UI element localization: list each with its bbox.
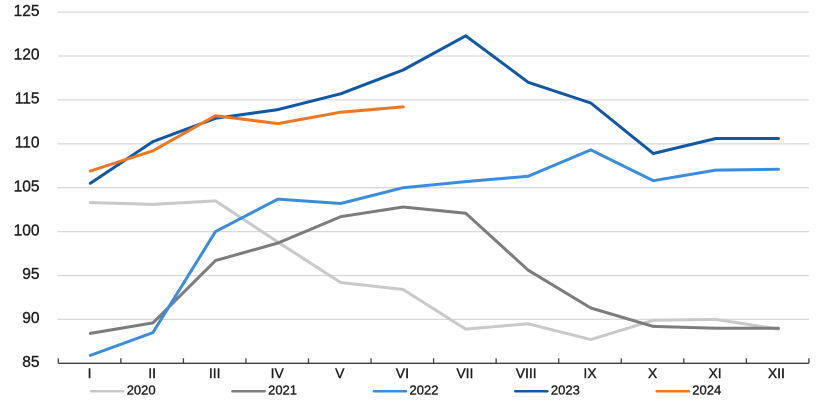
- svg-text:I: I: [88, 365, 92, 381]
- svg-text:105: 105: [14, 178, 40, 195]
- svg-text:2020: 2020: [127, 383, 156, 398]
- svg-text:2023: 2023: [551, 383, 580, 398]
- svg-text:VIII: VIII: [516, 365, 537, 381]
- svg-text:II: II: [148, 365, 156, 381]
- svg-text:III: III: [209, 365, 221, 381]
- svg-text:IV: IV: [271, 365, 285, 381]
- svg-text:V: V: [335, 365, 345, 381]
- svg-text:XI: XI: [708, 365, 721, 381]
- svg-text:VI: VI: [396, 365, 409, 381]
- svg-text:95: 95: [22, 266, 39, 283]
- svg-text:2022: 2022: [410, 383, 439, 398]
- svg-text:2021: 2021: [268, 383, 297, 398]
- svg-text:IX: IX: [583, 365, 597, 381]
- svg-text:110: 110: [15, 135, 40, 152]
- svg-text:XII: XII: [768, 365, 785, 381]
- svg-text:120: 120: [14, 47, 40, 64]
- svg-text:115: 115: [15, 91, 40, 108]
- svg-text:VII: VII: [456, 365, 473, 381]
- svg-text:100: 100: [14, 222, 40, 239]
- svg-text:85: 85: [22, 354, 39, 371]
- svg-text:90: 90: [22, 310, 40, 327]
- svg-text:125: 125: [14, 3, 40, 20]
- svg-text:2024: 2024: [692, 383, 721, 398]
- svg-text:X: X: [648, 365, 658, 381]
